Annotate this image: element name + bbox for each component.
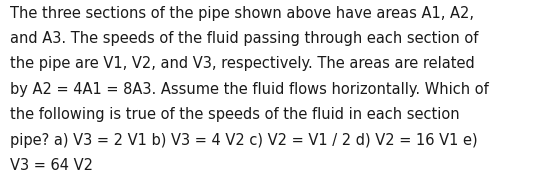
Text: and A3. The speeds of the fluid passing through each section of: and A3. The speeds of the fluid passing … xyxy=(10,31,478,46)
Text: V3 = 64 V2: V3 = 64 V2 xyxy=(10,158,93,173)
Text: by A2 = 4A1 = 8A3. Assume the fluid flows horizontally. Which of: by A2 = 4A1 = 8A3. Assume the fluid flow… xyxy=(10,82,489,97)
Text: the following is true of the speeds of the fluid in each section: the following is true of the speeds of t… xyxy=(10,107,460,122)
Text: the pipe are V1, V2, and V3, respectively. The areas are related: the pipe are V1, V2, and V3, respectivel… xyxy=(10,56,475,71)
Text: The three sections of the pipe shown above have areas A1, A2,: The three sections of the pipe shown abo… xyxy=(10,6,474,21)
Text: pipe? a) V3 = 2 V1 b) V3 = 4 V2 c) V2 = V1 / 2 d) V2 = 16 V1 e): pipe? a) V3 = 2 V1 b) V3 = 4 V2 c) V2 = … xyxy=(10,133,478,148)
